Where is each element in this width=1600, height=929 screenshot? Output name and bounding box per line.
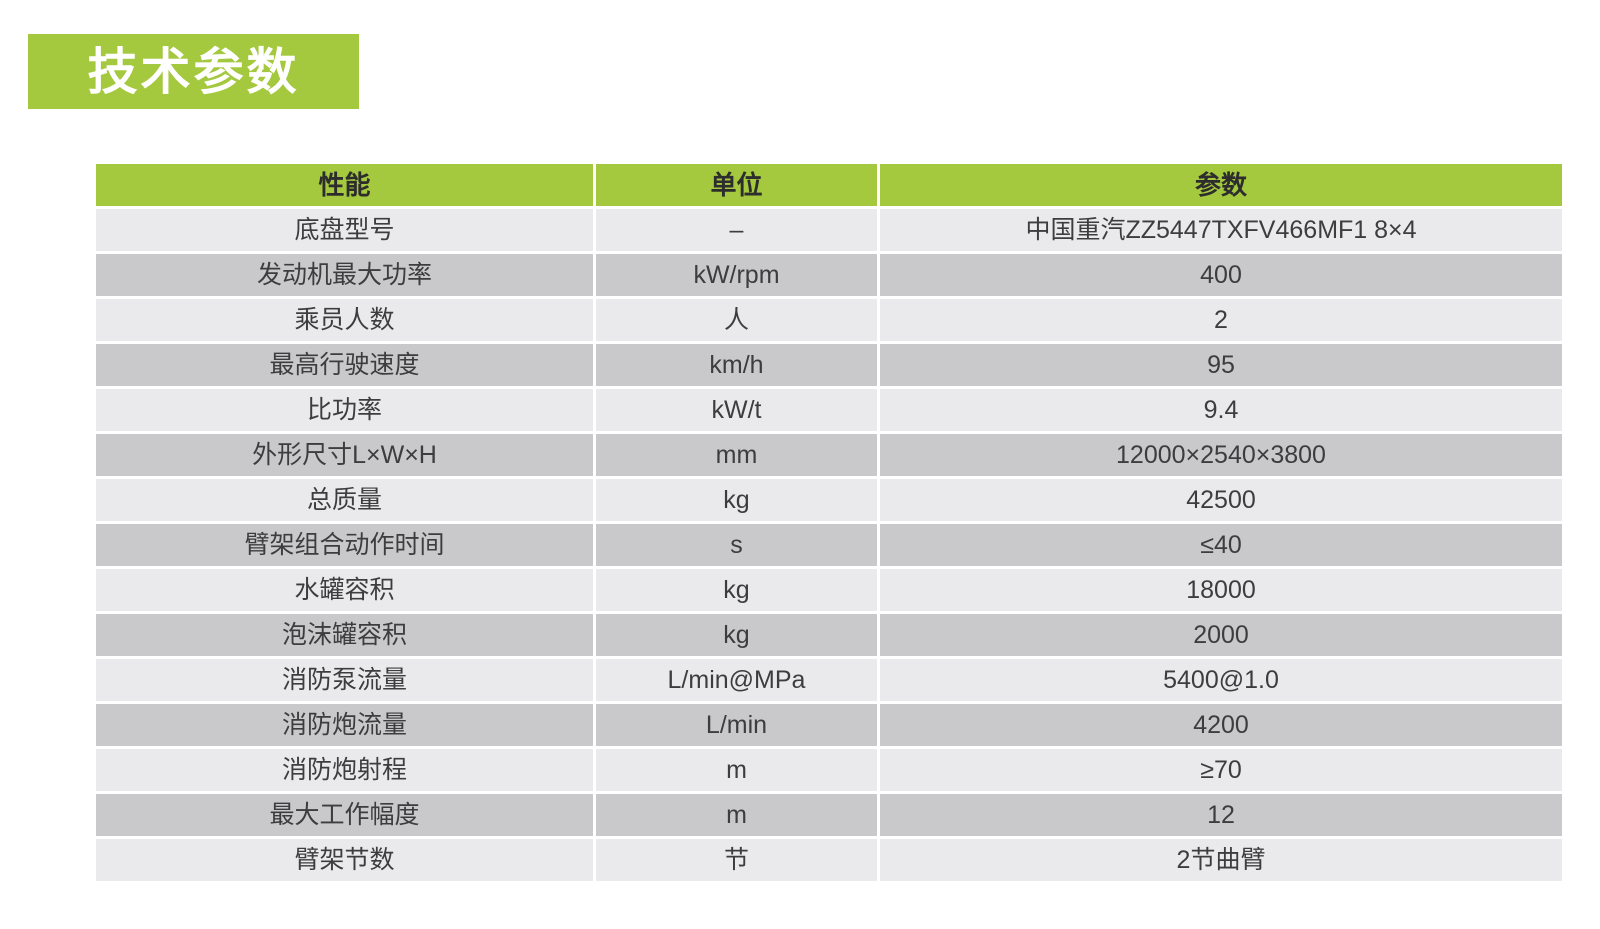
spec-name-cell: 消防炮流量: [96, 704, 593, 746]
table-row: 水罐容积 kg 18000: [96, 569, 1562, 611]
spec-name-cell: 消防炮射程: [96, 749, 593, 791]
header-performance: 性能: [96, 164, 593, 206]
table-row: 最高行驶速度 km/h 95: [96, 344, 1562, 386]
spec-unit-cell: L/min@MPa: [596, 659, 877, 701]
spec-name-cell: 总质量: [96, 479, 593, 521]
table-row: 底盘型号 – 中国重汽ZZ5447TXFV466MF1 8×4: [96, 209, 1562, 251]
spec-value-cell: 9.4: [880, 389, 1562, 431]
spec-unit-cell: kg: [596, 569, 877, 611]
table-row: 外形尺寸L×W×H mm 12000×2540×3800: [96, 434, 1562, 476]
spec-unit-cell: 人: [596, 299, 877, 341]
table-header-row: 性能 单位 参数: [96, 164, 1562, 206]
table-row: 总质量 kg 42500: [96, 479, 1562, 521]
spec-value-cell: 12: [880, 794, 1562, 836]
spec-unit-cell: kW/t: [596, 389, 877, 431]
spec-name-cell: 最高行驶速度: [96, 344, 593, 386]
header-parameter: 参数: [880, 164, 1562, 206]
spec-table: 性能 单位 参数 底盘型号 – 中国重汽ZZ5447TXFV466MF1 8×4 发动…: [96, 164, 1562, 884]
spec-name-cell: 最大工作幅度: [96, 794, 593, 836]
spec-unit-cell: kg: [596, 479, 877, 521]
spec-value-cell: 5400@1.0: [880, 659, 1562, 701]
spec-name-cell: 泡沫罐容积: [96, 614, 593, 656]
spec-name-cell: 乘员人数: [96, 299, 593, 341]
spec-name-cell: 消防泵流量: [96, 659, 593, 701]
spec-value-cell: ≥70: [880, 749, 1562, 791]
spec-unit-cell: –: [596, 209, 877, 251]
spec-value-cell: 12000×2540×3800: [880, 434, 1562, 476]
spec-value-cell: 95: [880, 344, 1562, 386]
spec-unit-cell: m: [596, 749, 877, 791]
spec-name-cell: 发动机最大功率: [96, 254, 593, 296]
spec-value-cell: 2节曲臂: [880, 839, 1562, 881]
spec-name-cell: 外形尺寸L×W×H: [96, 434, 593, 476]
spec-value-cell: 2000: [880, 614, 1562, 656]
spec-unit-cell: km/h: [596, 344, 877, 386]
spec-unit-cell: L/min: [596, 704, 877, 746]
spec-unit-cell: 节: [596, 839, 877, 881]
table-row: 消防炮射程 m ≥70: [96, 749, 1562, 791]
table-row: 泡沫罐容积 kg 2000: [96, 614, 1562, 656]
table-row: 乘员人数人 2: [96, 299, 1562, 341]
spec-value-cell: ≤40: [880, 524, 1562, 566]
table-row: 发动机最大功率 kW/rpm 400: [96, 254, 1562, 296]
spec-name-cell: 水罐容积: [96, 569, 593, 611]
table-row: 比功率 kW/t 9.4: [96, 389, 1562, 431]
spec-name-cell: 比功率: [96, 389, 593, 431]
spec-unit-cell: m: [596, 794, 877, 836]
spec-value-cell: 中国重汽ZZ5447TXFV466MF1 8×4: [880, 209, 1562, 251]
table-row: 臂架节数节 2节曲臂: [96, 839, 1562, 881]
table-row: 臂架组合动作时间 s ≤40: [96, 524, 1562, 566]
spec-value-cell: 400: [880, 254, 1562, 296]
table-row: 最大工作幅度 m 12: [96, 794, 1562, 836]
table-row: 消防泵流量 L/min@MPa 5400@1.0: [96, 659, 1562, 701]
spec-unit-cell: kW/rpm: [596, 254, 877, 296]
spec-unit-cell: kg: [596, 614, 877, 656]
spec-name-cell: 臂架节数: [96, 839, 593, 881]
spec-value-cell: 18000: [880, 569, 1562, 611]
section-title-banner: 技术参数: [28, 34, 359, 109]
spec-value-cell: 2: [880, 299, 1562, 341]
spec-unit-cell: mm: [596, 434, 877, 476]
spec-name-cell: 臂架组合动作时间: [96, 524, 593, 566]
spec-value-cell: 42500: [880, 479, 1562, 521]
spec-name-cell: 底盘型号: [96, 209, 593, 251]
table-row: 消防炮流量 L/min 4200: [96, 704, 1562, 746]
spec-unit-cell: s: [596, 524, 877, 566]
page-title: 技术参数: [87, 43, 300, 100]
table-body: 底盘型号 – 中国重汽ZZ5447TXFV466MF1 8×4 发动机最大功率 kW/r…: [96, 209, 1562, 881]
header-unit: 单位: [596, 164, 877, 206]
spec-value-cell: 4200: [880, 704, 1562, 746]
